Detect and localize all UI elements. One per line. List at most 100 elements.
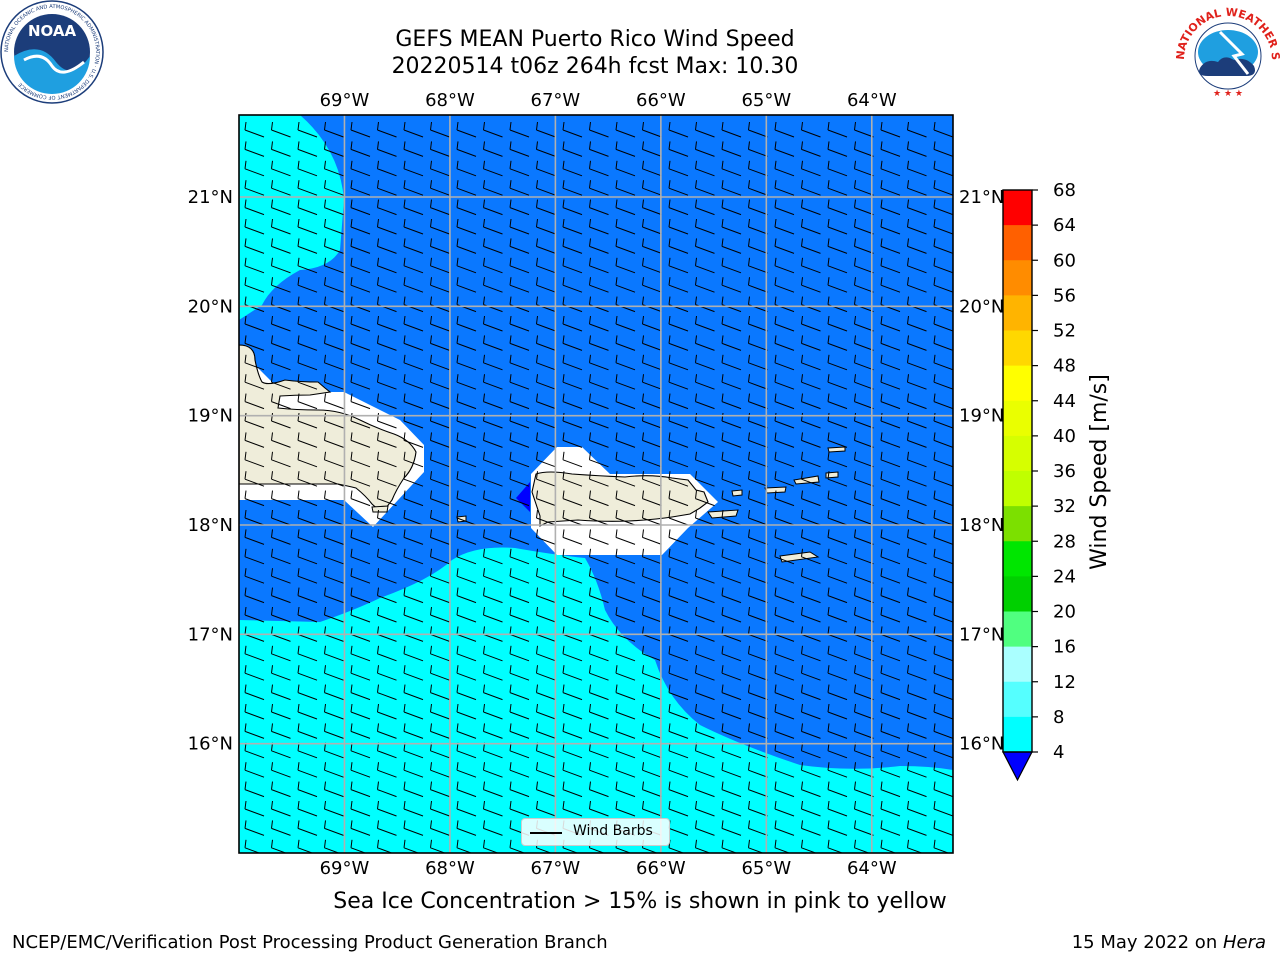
wind-barb bbox=[430, 277, 450, 293]
colorbar-tick-label: 28 bbox=[1053, 531, 1076, 552]
wind-barb bbox=[668, 412, 689, 429]
wind-barb bbox=[456, 568, 477, 584]
wind-barb bbox=[483, 451, 503, 468]
wind-barb bbox=[271, 257, 291, 274]
colorbar-tick-label: 40 bbox=[1053, 426, 1076, 447]
wind-barb bbox=[509, 665, 530, 681]
wind-barb bbox=[695, 393, 715, 410]
wind-barb bbox=[297, 354, 318, 371]
wind-barb bbox=[642, 199, 662, 216]
wind-barb bbox=[562, 645, 583, 662]
wind-barb bbox=[483, 626, 503, 642]
wind-barb bbox=[880, 568, 901, 584]
wind-barb bbox=[483, 529, 503, 545]
wind-barb bbox=[589, 529, 609, 545]
wind-barb bbox=[244, 471, 265, 487]
wind-barb bbox=[854, 509, 874, 526]
wind-barb bbox=[297, 315, 318, 332]
wind-barb bbox=[377, 199, 397, 216]
wind-barb bbox=[403, 626, 424, 642]
wind-barb bbox=[244, 548, 265, 565]
wind-barb bbox=[483, 218, 503, 235]
wind-barb bbox=[536, 412, 556, 429]
wind-barb bbox=[244, 587, 265, 604]
wind-barb bbox=[880, 665, 901, 681]
wind-barb bbox=[801, 820, 821, 836]
wind-barb bbox=[907, 141, 927, 157]
wind-barb bbox=[483, 703, 503, 720]
wind-barb bbox=[403, 199, 424, 216]
wind-barb bbox=[324, 587, 344, 604]
wind-barb bbox=[324, 257, 344, 274]
wind-barb bbox=[880, 432, 901, 448]
wind-barb bbox=[377, 762, 397, 778]
wind-barb bbox=[668, 374, 689, 390]
wind-barb bbox=[509, 800, 530, 817]
wind-barb bbox=[933, 412, 953, 429]
wind-barb bbox=[509, 703, 530, 720]
wind-barb bbox=[483, 238, 503, 254]
wind-barb bbox=[880, 141, 901, 157]
wind-barb bbox=[748, 762, 768, 778]
wind-barb bbox=[350, 432, 371, 448]
wind-barb bbox=[589, 257, 609, 274]
wind-barb bbox=[350, 315, 371, 332]
colorbar-tick-label: 32 bbox=[1053, 496, 1076, 517]
wind-barb bbox=[509, 121, 530, 138]
wind-barb bbox=[748, 374, 768, 390]
wind-barb bbox=[271, 665, 291, 681]
wind-barb bbox=[271, 393, 291, 410]
wind-barb bbox=[430, 199, 450, 216]
wind-barb bbox=[377, 703, 397, 720]
wind-barb bbox=[695, 180, 715, 196]
wind-barb bbox=[695, 471, 715, 487]
wind-barb bbox=[615, 374, 636, 390]
wind-barb bbox=[933, 160, 953, 177]
wind-barb bbox=[324, 684, 344, 701]
wind-barb bbox=[430, 723, 450, 739]
wind-barb bbox=[403, 218, 424, 235]
wind-barb bbox=[271, 121, 291, 138]
wind-barb bbox=[483, 412, 503, 429]
wind-barb bbox=[748, 703, 768, 720]
wind-barb bbox=[615, 393, 636, 410]
wind-barb bbox=[695, 684, 715, 701]
wind-barb bbox=[589, 800, 609, 817]
wind-barb bbox=[642, 568, 662, 584]
wind-barb bbox=[430, 587, 450, 604]
wind-barb bbox=[615, 645, 636, 662]
footer-branch: NCEP/EMC/Verification Post Processing Pr… bbox=[12, 932, 608, 953]
wind-barb bbox=[350, 354, 371, 371]
wind-barb bbox=[615, 160, 636, 177]
wind-barb bbox=[854, 277, 874, 293]
wind-barb bbox=[642, 335, 662, 351]
wind-barb bbox=[456, 820, 477, 836]
wind-barb bbox=[324, 238, 344, 254]
wind-barb bbox=[827, 781, 848, 798]
wind-barb bbox=[456, 626, 477, 642]
wind-barb bbox=[244, 529, 265, 545]
wind-barb bbox=[933, 665, 953, 681]
wind-barb bbox=[668, 180, 689, 196]
wind-barb bbox=[721, 645, 742, 662]
chart-subtitle: 20220514 t06z 264h fcst Max: 10.30 bbox=[391, 54, 799, 79]
wind-barb bbox=[324, 141, 344, 157]
wind-barb bbox=[748, 587, 768, 604]
wind-barb bbox=[509, 238, 530, 254]
map-area bbox=[239, 115, 953, 853]
wind-barb bbox=[456, 665, 477, 681]
wind-barb bbox=[403, 529, 424, 545]
wind-barb bbox=[880, 606, 901, 623]
wind-barb bbox=[456, 180, 477, 196]
wind-barb bbox=[244, 335, 265, 351]
wind-barb bbox=[509, 529, 530, 545]
wind-barb bbox=[509, 218, 530, 235]
wind-barb bbox=[695, 645, 715, 662]
wind-barb bbox=[827, 626, 848, 642]
wind-barb bbox=[801, 587, 821, 604]
wind-barb bbox=[748, 568, 768, 584]
wind-barb bbox=[615, 723, 636, 739]
wind-barb bbox=[350, 723, 371, 739]
wind-barb bbox=[880, 180, 901, 196]
wind-barb bbox=[854, 471, 874, 487]
